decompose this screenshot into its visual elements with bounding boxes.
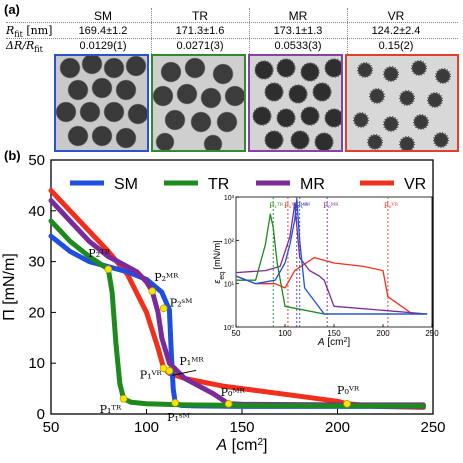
point-p2tr xyxy=(104,265,113,274)
inset-marker-label: P₁ᴹᴿ xyxy=(293,202,309,210)
point-label-p1sm: P₁ˢᴹ xyxy=(167,411,190,424)
inset-y-tick-label: 10¹ xyxy=(224,282,235,289)
table-divider xyxy=(151,8,152,54)
legend-label-mr: MR xyxy=(300,176,325,193)
main-points-group xyxy=(104,265,351,408)
panel-a-label: (a) xyxy=(4,2,20,17)
inset-y-tick-label: 10² xyxy=(224,238,235,245)
legend-label-vr: VR xyxy=(404,176,426,193)
inset-x-tick-label: 100 xyxy=(278,329,292,338)
point-p0vr xyxy=(343,400,351,408)
point-label-p1mr: P₁ᴹᴿ xyxy=(179,355,204,368)
arrow-p1mr xyxy=(172,369,197,376)
inset-y-axis-label: εeq [mN/m] xyxy=(212,240,226,283)
table-divider xyxy=(249,8,250,54)
point-label-p0mr: P₀ᴹᴿ xyxy=(221,386,246,399)
radius-value-tr: 171.3±1.6 xyxy=(175,25,225,37)
point-label-p2mr: P₂ᴹᴿ xyxy=(154,271,179,284)
table-divider xyxy=(347,8,348,54)
point-label-p2tr: P₂ᵀᴿ xyxy=(88,247,110,260)
main-y-axis-label: Π [mN/m] xyxy=(1,253,18,321)
legend-label-sm: SM xyxy=(114,176,138,193)
legend: SM TR MR VR xyxy=(70,176,426,193)
inset-x-tick-label: 50 xyxy=(232,329,241,338)
x-tick-label: 250 xyxy=(420,419,445,436)
column-header-sm: SM xyxy=(94,9,112,23)
inset-series-group xyxy=(235,198,428,315)
x-tick-label: 150 xyxy=(229,419,254,436)
tem-image-vr xyxy=(345,54,459,152)
point-p2sm xyxy=(159,304,168,313)
radius-value-vr: 124.2±2.4 xyxy=(371,25,421,37)
point-p1sm xyxy=(171,399,179,407)
y-tick-label: 10 xyxy=(28,355,45,372)
inset-marker-label: P₁ᵀᴿ xyxy=(269,202,283,210)
column-header-tr: TR xyxy=(192,9,208,23)
inset-y-tick-label: 10³ xyxy=(224,195,235,202)
inset-marker-label: P₀ⱽᴿ xyxy=(384,202,399,210)
point-label-p0vr: P₀ⱽᴿ xyxy=(337,384,360,397)
panel-b-label: (b) xyxy=(4,148,21,163)
main-annotations-group: P₂ᵀᴿ P₂ᴹᴿ P₂ˢᴹ P₁ᴹᴿ P₁ⱽᴿ P₀ᴹᴿ P₀ⱽᴿ P₁ᵀᴿ P₁ˢᴹ xyxy=(88,247,360,424)
point-p2mr xyxy=(148,287,157,295)
ratio-value-sm: 0.0129(1) xyxy=(79,40,127,52)
inset-axis-ticks: 50 100 150 200 250 10⁰ 10¹ 10² 10³ xyxy=(223,195,439,338)
inset-series-line-sm xyxy=(235,198,428,315)
row-label-radius: Rfit [nm] xyxy=(6,24,53,40)
inset-marker-label: P₁ⱽᴿ xyxy=(284,202,299,210)
point-p1tr xyxy=(119,394,128,403)
tem-image-tr xyxy=(151,54,246,152)
legend-label-tr: TR xyxy=(208,176,229,193)
main-x-axis-label: A [cm2] xyxy=(216,437,268,455)
point-p1vr xyxy=(159,364,168,373)
inset-y-tick-label: 10⁰ xyxy=(223,324,234,332)
point-label-p1tr: P₁ᵀᴿ xyxy=(100,403,122,416)
radius-value-sm: 169.4±1.2 xyxy=(78,25,128,37)
row-label-ratio: ΔR/Rfit xyxy=(6,39,43,55)
x-tick-label: 50 xyxy=(43,419,60,436)
inset-marker-label: P₀ᴹᴿ xyxy=(323,202,339,210)
inset-x-tick-label: 250 xyxy=(425,329,439,338)
y-tick-label: 20 xyxy=(28,304,45,321)
main-axis-ticks: 50 100 150 200 250 0 10 20 30 40 50 xyxy=(28,152,445,436)
inset-x-axis-label: A [cm2] xyxy=(317,337,350,349)
inset-x-tick-label: 150 xyxy=(327,329,341,338)
ratio-value-tr: 0.0271(3) xyxy=(176,40,224,52)
y-tick-label: 0 xyxy=(37,406,45,423)
y-tick-label: 40 xyxy=(28,203,45,220)
tem-image-sm xyxy=(54,54,149,152)
series-line-tr xyxy=(48,218,426,409)
point-label-p1vr: P₁ⱽᴿ xyxy=(140,368,163,381)
y-tick-label: 50 xyxy=(28,152,45,169)
inset-x-tick-label: 200 xyxy=(376,329,390,338)
column-header-mr: MR xyxy=(288,9,308,23)
table-divider xyxy=(6,38,458,39)
y-tick-label: 30 xyxy=(28,254,45,271)
column-header-vr: VR xyxy=(387,9,405,23)
point-label-p2sm: P₂ˢᴹ xyxy=(170,296,193,309)
point-p0mr xyxy=(224,400,233,408)
table-divider xyxy=(6,22,458,23)
x-tick-label: 200 xyxy=(325,419,350,436)
ratio-value-mr: 0.0533(3) xyxy=(274,40,322,52)
ratio-value-vr: 0.15(2) xyxy=(378,40,414,52)
x-tick-label: 100 xyxy=(134,419,159,436)
inset-series-line-vr xyxy=(235,256,428,315)
inset-marker-label: P₁ˢᴹ xyxy=(296,202,311,210)
radius-value-mr: 173.1±1.3 xyxy=(273,25,323,37)
tem-image-mr xyxy=(248,54,343,152)
